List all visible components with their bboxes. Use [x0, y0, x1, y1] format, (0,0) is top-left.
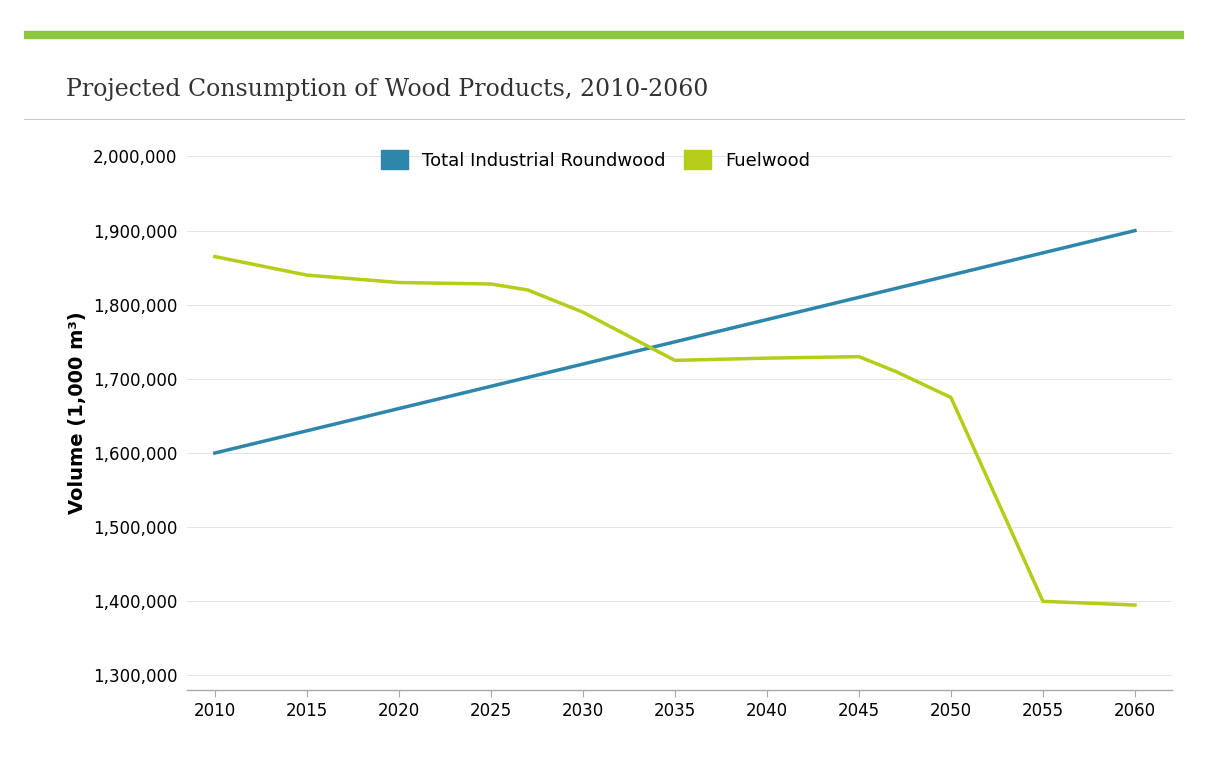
- Text: Projected Consumption of Wood Products, 2010-2060: Projected Consumption of Wood Products, …: [66, 78, 709, 101]
- Fuelwood: [852, 352, 866, 361]
- Fuelwood: [1035, 597, 1050, 606]
- Fuelwood: [943, 393, 958, 402]
- Fuelwood: [888, 367, 902, 376]
- Fuelwood: [760, 354, 774, 363]
- Fuelwood: [668, 356, 683, 365]
- Fuelwood: [300, 271, 314, 280]
- Fuelwood: [208, 252, 222, 261]
- Fuelwood: [576, 308, 591, 317]
- Line: Fuelwood: Fuelwood: [215, 256, 1136, 605]
- Fuelwood: [391, 278, 406, 287]
- Fuelwood: [483, 279, 498, 288]
- Fuelwood: [521, 285, 535, 295]
- Fuelwood: [1128, 601, 1143, 610]
- Y-axis label: Volume (1,000 m³): Volume (1,000 m³): [69, 311, 87, 514]
- Legend: Total Industrial Roundwood, Fuelwood: Total Industrial Roundwood, Fuelwood: [373, 143, 818, 177]
